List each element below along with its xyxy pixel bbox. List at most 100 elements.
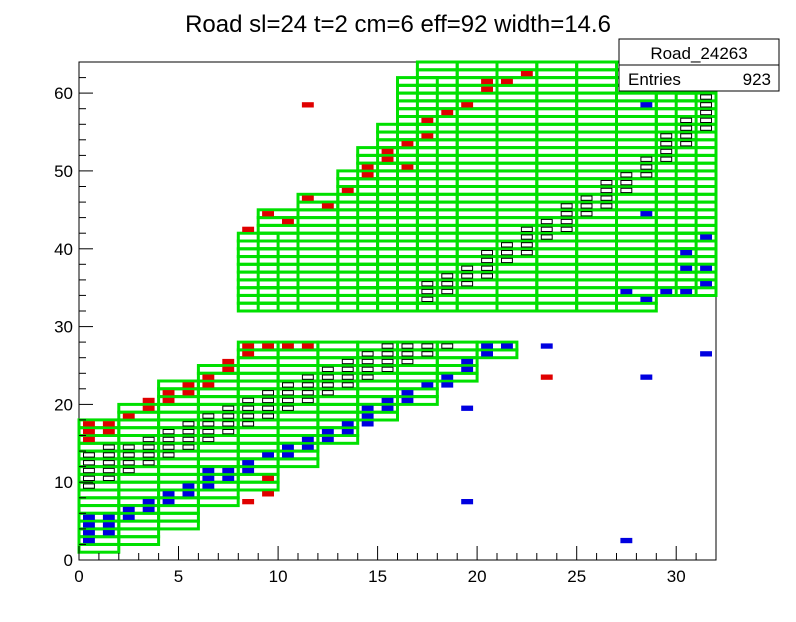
core-hit-marker	[162, 444, 175, 450]
core-hit-marker	[102, 444, 115, 450]
core-hit-marker	[142, 444, 155, 450]
core-hit-marker	[122, 467, 135, 474]
core-hit-marker	[700, 117, 712, 123]
core-hit-marker	[660, 148, 673, 155]
core-hit-marker	[680, 125, 693, 131]
upper-hit-marker	[182, 382, 195, 388]
lower-hit-marker	[321, 436, 334, 443]
lower-hit-marker	[361, 421, 374, 427]
road-cell	[575, 60, 619, 72]
upper-hit-marker	[262, 491, 275, 497]
lower-hit-marker	[461, 358, 474, 365]
core-hit-marker	[122, 444, 135, 450]
upper-hit-marker	[301, 195, 314, 201]
core-hit-marker	[301, 382, 314, 388]
y-tick-label: 30	[54, 318, 73, 337]
road-cell	[535, 60, 579, 72]
core-hit-marker	[680, 117, 693, 123]
core-hit-marker	[222, 413, 235, 419]
core-hit-marker	[640, 172, 653, 178]
core-hit-marker	[580, 203, 593, 209]
core-hit-marker	[202, 436, 215, 443]
core-hit-marker	[301, 397, 314, 404]
core-hit-marker	[560, 211, 573, 217]
upper-hit-marker	[142, 405, 155, 411]
lower-hit-marker	[282, 452, 294, 458]
upper-hit-marker	[461, 102, 474, 108]
core-hit-marker	[700, 102, 712, 108]
core-hit-marker	[600, 187, 613, 194]
core-hit-marker	[680, 133, 693, 139]
core-hit-marker	[381, 366, 394, 373]
core-hit-marker	[202, 413, 215, 419]
stats-entries-value: 923	[743, 70, 771, 89]
x-tick-label: 20	[468, 567, 487, 586]
core-hit-marker	[700, 125, 712, 131]
core-hit-marker	[202, 421, 215, 427]
lower-hit-marker	[242, 467, 255, 474]
upper-hit-marker	[381, 156, 394, 162]
lower-hit-marker	[142, 506, 155, 513]
core-hit-marker	[700, 94, 712, 100]
lower-hit-marker	[301, 444, 314, 450]
core-hit-marker	[481, 273, 494, 279]
core-hit-marker	[481, 265, 494, 271]
core-hit-marker	[540, 226, 553, 232]
core-hit-marker	[242, 421, 255, 427]
core-hit-marker	[142, 460, 155, 466]
upper-hit-marker	[341, 187, 354, 194]
lower-hit-marker	[102, 530, 115, 536]
core-hit-marker	[481, 257, 494, 264]
core-hit-marker	[421, 288, 434, 295]
core-hit-marker	[262, 390, 275, 396]
upper-hit-marker	[321, 203, 334, 209]
core-hit-marker	[520, 234, 533, 240]
upper-hit-marker	[83, 429, 95, 435]
core-hit-marker	[361, 358, 374, 365]
core-hit-marker	[262, 413, 275, 419]
road-cell	[475, 340, 519, 352]
upper-hit-marker	[381, 148, 394, 155]
lower-hit-marker	[680, 265, 693, 271]
core-hit-marker	[102, 452, 115, 458]
core-hit-marker	[262, 397, 275, 404]
core-hit-marker	[580, 211, 593, 217]
upper-hit-marker	[361, 164, 374, 170]
road-cell	[495, 60, 539, 72]
core-hit-marker	[242, 405, 255, 411]
lower-hit-marker	[321, 429, 334, 435]
core-hit-marker	[361, 351, 374, 357]
core-hit-marker	[441, 273, 454, 279]
core-hit-marker	[282, 390, 294, 396]
core-hit-marker	[242, 413, 255, 419]
core-hit-marker	[620, 172, 633, 178]
lower-hit-marker	[202, 467, 215, 474]
core-hit-marker	[520, 242, 533, 248]
core-hit-marker	[341, 358, 354, 365]
upper-hit-marker	[401, 141, 414, 147]
core-hit-marker	[481, 250, 494, 256]
core-hit-marker	[560, 203, 573, 209]
lower-hit-marker	[401, 390, 414, 396]
core-hit-marker	[182, 444, 195, 450]
core-hit-marker	[461, 265, 474, 271]
core-hit-marker	[222, 429, 235, 435]
upper-hit-marker	[83, 421, 95, 427]
upper-hit-marker	[242, 499, 255, 505]
core-hit-marker	[282, 397, 294, 404]
core-hit-marker	[182, 429, 195, 435]
lower-hit-marker	[162, 499, 175, 505]
lower-hit-marker	[640, 211, 653, 217]
core-hit-marker	[381, 343, 394, 349]
core-hit-marker	[461, 281, 474, 287]
lower-hit-marker	[461, 499, 474, 505]
lower-hit-marker	[182, 491, 195, 497]
lower-hit-marker	[83, 530, 95, 536]
core-hit-marker	[501, 250, 513, 256]
lower-hit-marker	[680, 288, 693, 295]
lower-hit-markers	[83, 102, 712, 544]
upper-hit-marker	[262, 211, 275, 217]
core-hit-marker	[321, 382, 334, 388]
x-tick-label: 10	[269, 567, 288, 586]
